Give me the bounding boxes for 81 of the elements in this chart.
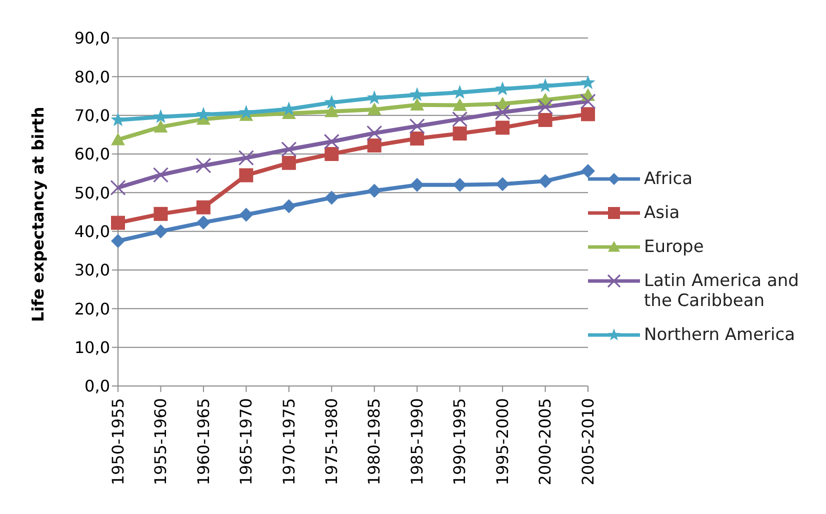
point bbox=[410, 178, 424, 192]
point bbox=[110, 112, 126, 126]
y-tick-label: 20,0 bbox=[74, 299, 110, 318]
point bbox=[324, 190, 339, 205]
point bbox=[111, 234, 125, 248]
point bbox=[239, 168, 254, 182]
y-tick-label: 30,0 bbox=[74, 260, 110, 280]
point bbox=[580, 94, 596, 110]
y-tick-label: 40,0 bbox=[74, 222, 110, 242]
point bbox=[452, 178, 467, 192]
point bbox=[538, 174, 552, 188]
y-tick-label: 70,0 bbox=[74, 106, 110, 126]
point bbox=[152, 167, 169, 183]
x-tick-label: 1965-1970 bbox=[236, 398, 256, 486]
point bbox=[452, 126, 467, 141]
point bbox=[538, 78, 553, 92]
point bbox=[282, 156, 296, 170]
y-tick-label: 50,0 bbox=[74, 183, 110, 202]
x-tick-label: 1970-1975 bbox=[279, 398, 298, 486]
point bbox=[581, 107, 595, 122]
point bbox=[496, 120, 510, 135]
x-tick-label: 1990-1995 bbox=[450, 398, 470, 486]
legend-label: Northern America bbox=[644, 325, 795, 345]
point bbox=[494, 104, 510, 120]
point bbox=[238, 150, 254, 166]
x-tick-label: 1980-1985 bbox=[364, 398, 384, 486]
point bbox=[410, 87, 424, 102]
point bbox=[238, 104, 254, 119]
point bbox=[537, 99, 554, 115]
point bbox=[153, 109, 168, 124]
point bbox=[196, 158, 212, 174]
x-tick-label: 1975-1980 bbox=[322, 398, 341, 486]
x-tick-label: 1950-1955 bbox=[108, 398, 128, 486]
legend-label: Europe bbox=[644, 237, 704, 257]
x-tick-label: 1995-2000 bbox=[492, 398, 512, 486]
point bbox=[452, 84, 468, 99]
y-tick-label: 80,0 bbox=[74, 67, 110, 86]
point bbox=[196, 200, 210, 214]
x-tick-label: 2005-2010 bbox=[578, 398, 598, 486]
point bbox=[154, 224, 168, 238]
point bbox=[495, 81, 510, 96]
y-tick-label: 0,0 bbox=[84, 376, 110, 396]
point bbox=[282, 199, 296, 214]
point bbox=[581, 164, 595, 178]
point bbox=[324, 94, 339, 109]
y-tick-label: 90,0 bbox=[74, 28, 110, 48]
y-tick-label: 10,0 bbox=[74, 338, 110, 358]
point bbox=[410, 98, 424, 110]
point bbox=[452, 98, 467, 111]
point bbox=[239, 208, 254, 222]
point bbox=[111, 132, 125, 146]
point bbox=[367, 90, 382, 104]
point bbox=[324, 147, 339, 161]
legend-label: Asia bbox=[644, 203, 680, 223]
point bbox=[111, 216, 125, 230]
y-tick-label: 60,0 bbox=[74, 144, 110, 164]
x-tick-label: 1955-1960 bbox=[151, 398, 170, 486]
point bbox=[367, 102, 382, 116]
point bbox=[367, 184, 382, 198]
point bbox=[452, 111, 468, 127]
point bbox=[409, 118, 425, 134]
point bbox=[366, 125, 382, 141]
point bbox=[410, 132, 424, 146]
y-axis-title: Life expectancy at birth bbox=[28, 106, 48, 322]
legend-label: Latin America and the Caribbean bbox=[644, 271, 800, 311]
point bbox=[324, 134, 340, 150]
point bbox=[196, 215, 210, 230]
point bbox=[154, 120, 168, 133]
point bbox=[110, 180, 126, 196]
point bbox=[324, 104, 339, 118]
point bbox=[154, 206, 168, 221]
point bbox=[538, 112, 552, 127]
x-tick-label: 2000-2005 bbox=[536, 398, 555, 486]
point bbox=[367, 138, 382, 152]
legend-label: Africa bbox=[644, 169, 692, 189]
x-tick-label: 1985-1990 bbox=[407, 398, 426, 486]
x-tick-label: 1960-1965 bbox=[194, 398, 213, 486]
point bbox=[496, 177, 510, 192]
point bbox=[580, 75, 596, 90]
point bbox=[281, 142, 297, 158]
point bbox=[196, 106, 211, 121]
